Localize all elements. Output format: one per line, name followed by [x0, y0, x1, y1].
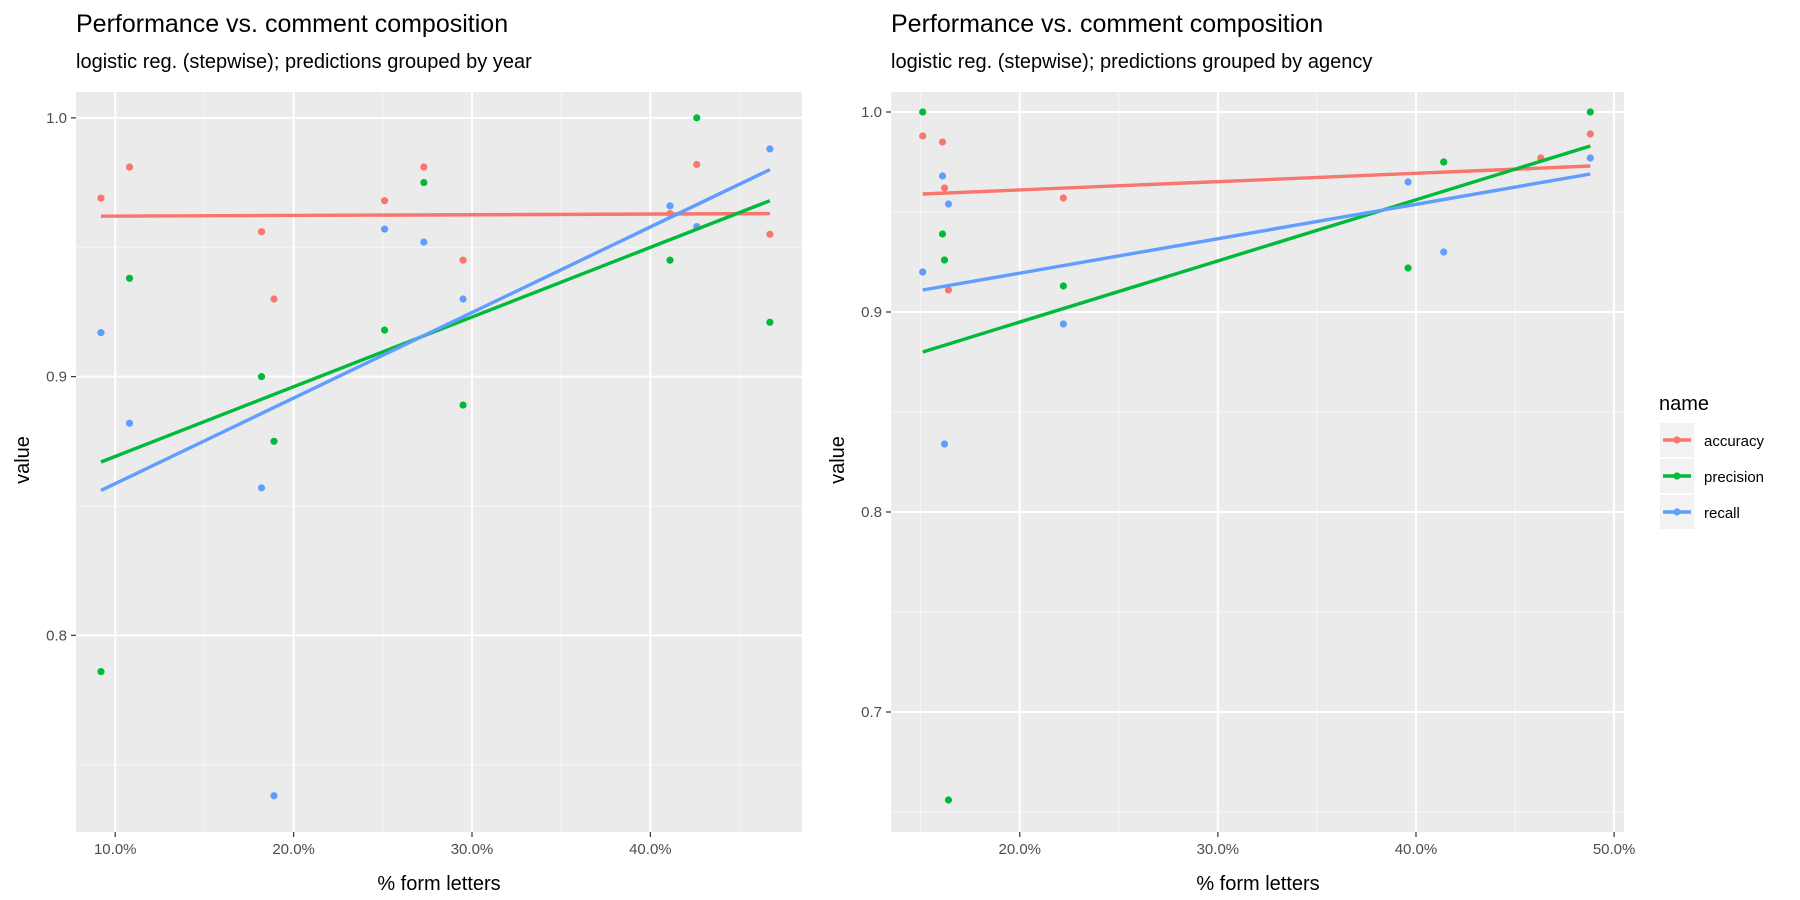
- chart2-point-precision: [944, 796, 953, 804]
- chart2-point-recall: [1059, 320, 1067, 328]
- chart1-subtitle: logistic reg. (stepwise); predictions gr…: [76, 51, 532, 73]
- chart1-point-accuracy: [125, 163, 134, 171]
- chart2-point-accuracy: [940, 184, 949, 192]
- chart1-x-tick-label: 40.0%: [629, 841, 672, 858]
- chart2-point-recall: [919, 268, 927, 276]
- chart1-point-recall: [270, 792, 278, 800]
- chart1-y-axis-title: value: [12, 436, 34, 484]
- legend-key-point-precision: [1673, 472, 1681, 480]
- chart2-point-precision: [940, 256, 949, 264]
- chart1-point-precision: [125, 274, 134, 282]
- chart1-x-tick-label: 30.0%: [451, 841, 494, 858]
- chart2-point-precision: [1440, 158, 1448, 166]
- chart1-point-precision: [270, 437, 278, 445]
- chart1-point-accuracy: [257, 228, 266, 236]
- chart2-title: Performance vs. comment composition: [891, 10, 1323, 38]
- chart2-point-recall: [940, 440, 949, 448]
- legend: name accuracy precision recall: [1659, 393, 1765, 529]
- chart1-point-accuracy: [420, 163, 428, 171]
- chart1-point-precision: [97, 667, 105, 676]
- chart2-fit-line-precision: [922, 144, 1591, 354]
- chart2-point-precision: [938, 230, 947, 238]
- chart2-plot-area: 20.0% 30.0% 40.0% 50.0% 0.7 0.8 0.9 1.0: [861, 92, 1635, 858]
- chart1-point-accuracy: [766, 230, 774, 238]
- chart2-x-tick-label: 20.0%: [998, 841, 1041, 858]
- chart2-panel-background: [891, 92, 1624, 832]
- chart1-y-tick-label: 1.0: [46, 110, 67, 127]
- chart2-x-tick-label: 30.0%: [1197, 841, 1240, 858]
- legend-title: name: [1659, 393, 1709, 415]
- chart2-point-precision: [1404, 264, 1412, 272]
- chart2-fit-line-accuracy: [922, 164, 1591, 196]
- chart1-y-tick-label: 0.9: [46, 369, 67, 386]
- chart1-x-tick-label: 10.0%: [94, 841, 137, 858]
- chart1-x-tick-label: 20.0%: [272, 841, 315, 858]
- chart1-point-recall: [380, 225, 389, 233]
- legend-key-point-accuracy: [1673, 436, 1681, 444]
- chart2-y-tick-label: 0.7: [861, 704, 882, 721]
- chart2-point-accuracy: [919, 132, 927, 140]
- chart1-point-accuracy: [380, 197, 389, 205]
- chart2-subtitle: logistic reg. (stepwise); predictions gr…: [891, 51, 1372, 73]
- chart2-x-axis-title: % form letters: [1196, 873, 1319, 895]
- chart1-point-accuracy: [270, 295, 278, 303]
- chart1-fit-line-recall: [100, 168, 771, 492]
- chart1-point-accuracy: [97, 194, 105, 202]
- chart2-y-tick-label: 0.8: [861, 504, 882, 521]
- chart2-point-precision: [1059, 282, 1067, 290]
- chart2-point-recall: [1404, 178, 1412, 186]
- chart2-x-tick-label: 40.0%: [1395, 841, 1438, 858]
- chart1-point-precision: [666, 256, 674, 264]
- chart1-point-precision: [420, 178, 428, 187]
- legend-label-recall: recall: [1704, 505, 1740, 522]
- chart1-point-recall: [666, 202, 674, 210]
- chart1-x-axis-title: % form letters: [377, 873, 500, 895]
- chart1-point-recall: [766, 145, 774, 153]
- legend-label-precision: precision: [1704, 469, 1764, 486]
- chart2-point-accuracy: [1586, 130, 1594, 138]
- chart1-point-recall: [97, 329, 105, 337]
- chart1-fit-line-accuracy: [100, 211, 770, 218]
- legend-key-point-recall: [1673, 508, 1681, 516]
- chart1-plot-area: 10.0% 20.0% 30.0% 40.0% 0.8 0.9 1.0: [46, 92, 802, 858]
- chart2-point-accuracy: [1059, 194, 1067, 202]
- chart1-point-precision: [257, 373, 266, 381]
- chart1-title: Performance vs. comment composition: [76, 10, 508, 38]
- chart1-point-precision: [380, 326, 389, 334]
- chart2-point-accuracy: [938, 138, 947, 146]
- chart1-panel-background: [76, 92, 802, 832]
- chart2-point-recall: [944, 200, 953, 208]
- chart1-y-tick-label: 0.8: [46, 627, 67, 644]
- chart1-point-recall: [459, 295, 467, 303]
- chart1-point-recall: [125, 419, 134, 427]
- chart1-point-recall: [420, 238, 428, 246]
- chart2-y-axis-title: value: [827, 436, 849, 484]
- chart1-point-accuracy: [459, 256, 467, 264]
- chart2-y-tick-label: 0.9: [861, 304, 882, 321]
- chart2-point-recall: [1586, 154, 1594, 162]
- chart2-y-tick-label: 1.0: [861, 104, 882, 121]
- chart2-point-precision: [919, 108, 927, 116]
- chart2-point-recall: [938, 172, 947, 180]
- legend-label-accuracy: accuracy: [1704, 433, 1765, 450]
- chart1-point-recall: [257, 484, 266, 492]
- chart1-point-accuracy: [693, 160, 701, 169]
- chart1-point-precision: [766, 318, 774, 326]
- chart2-point-recall: [1440, 248, 1448, 256]
- chart1-point-precision: [459, 401, 467, 409]
- chart2-fit-line-recall: [922, 172, 1591, 292]
- chart2-point-precision: [1586, 108, 1594, 116]
- chart2-point-accuracy: [944, 286, 953, 294]
- chart1-point-precision: [693, 114, 701, 122]
- chart2-x-tick-label: 50.0%: [1593, 841, 1636, 858]
